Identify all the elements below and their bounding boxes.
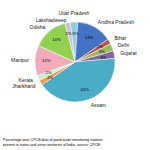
data-label: 12% (42, 58, 51, 63)
labels: Uttar Pradesh 3% Andhra Pradesh 14% Bihar 2% D… (11, 10, 137, 108)
slice-label: Delhi (118, 42, 129, 48)
caption-line: present in states and union territories … (3, 143, 102, 147)
slice-label: Manipur (11, 57, 29, 63)
slice-label: Andhra Pradesh (98, 19, 134, 25)
data-label: 3% (100, 55, 106, 60)
data-label: 2% (97, 44, 103, 49)
slice-label: Jharkhand (12, 83, 36, 89)
data-label: 14% (85, 34, 94, 39)
slice-label: Gujarat (120, 50, 137, 56)
slice-label: Bihar (114, 35, 126, 41)
slice-label: Lakshadweep (36, 17, 67, 23)
pie-slice (65, 22, 75, 62)
data-label: 2% (66, 31, 72, 36)
slice-label: Kerala (18, 77, 33, 83)
slice-label: Assam (91, 102, 106, 108)
root: Uttar Pradesh 3% Andhra Pradesh 14% Bihar 2% D… (3, 10, 137, 147)
slice-label: Odisha (30, 24, 46, 30)
data-label: 2% (46, 70, 52, 75)
data-label: 41% (81, 87, 90, 92)
data-label: 14% (52, 37, 61, 42)
slice-label: Uttar Pradesh (58, 10, 89, 16)
pie (35, 22, 115, 102)
data-label: 2% (47, 75, 53, 80)
chart: Uttar Pradesh 3% Andhra Pradesh 14% Bihar 2% D… (0, 0, 150, 150)
data-label: 3% (72, 31, 78, 36)
caption: Percentage wise CPCB data of pond water … (3, 138, 103, 147)
caption-line: Percentage wise CPCB data of pond water … (3, 138, 103, 142)
data-label: 3% (99, 49, 105, 54)
